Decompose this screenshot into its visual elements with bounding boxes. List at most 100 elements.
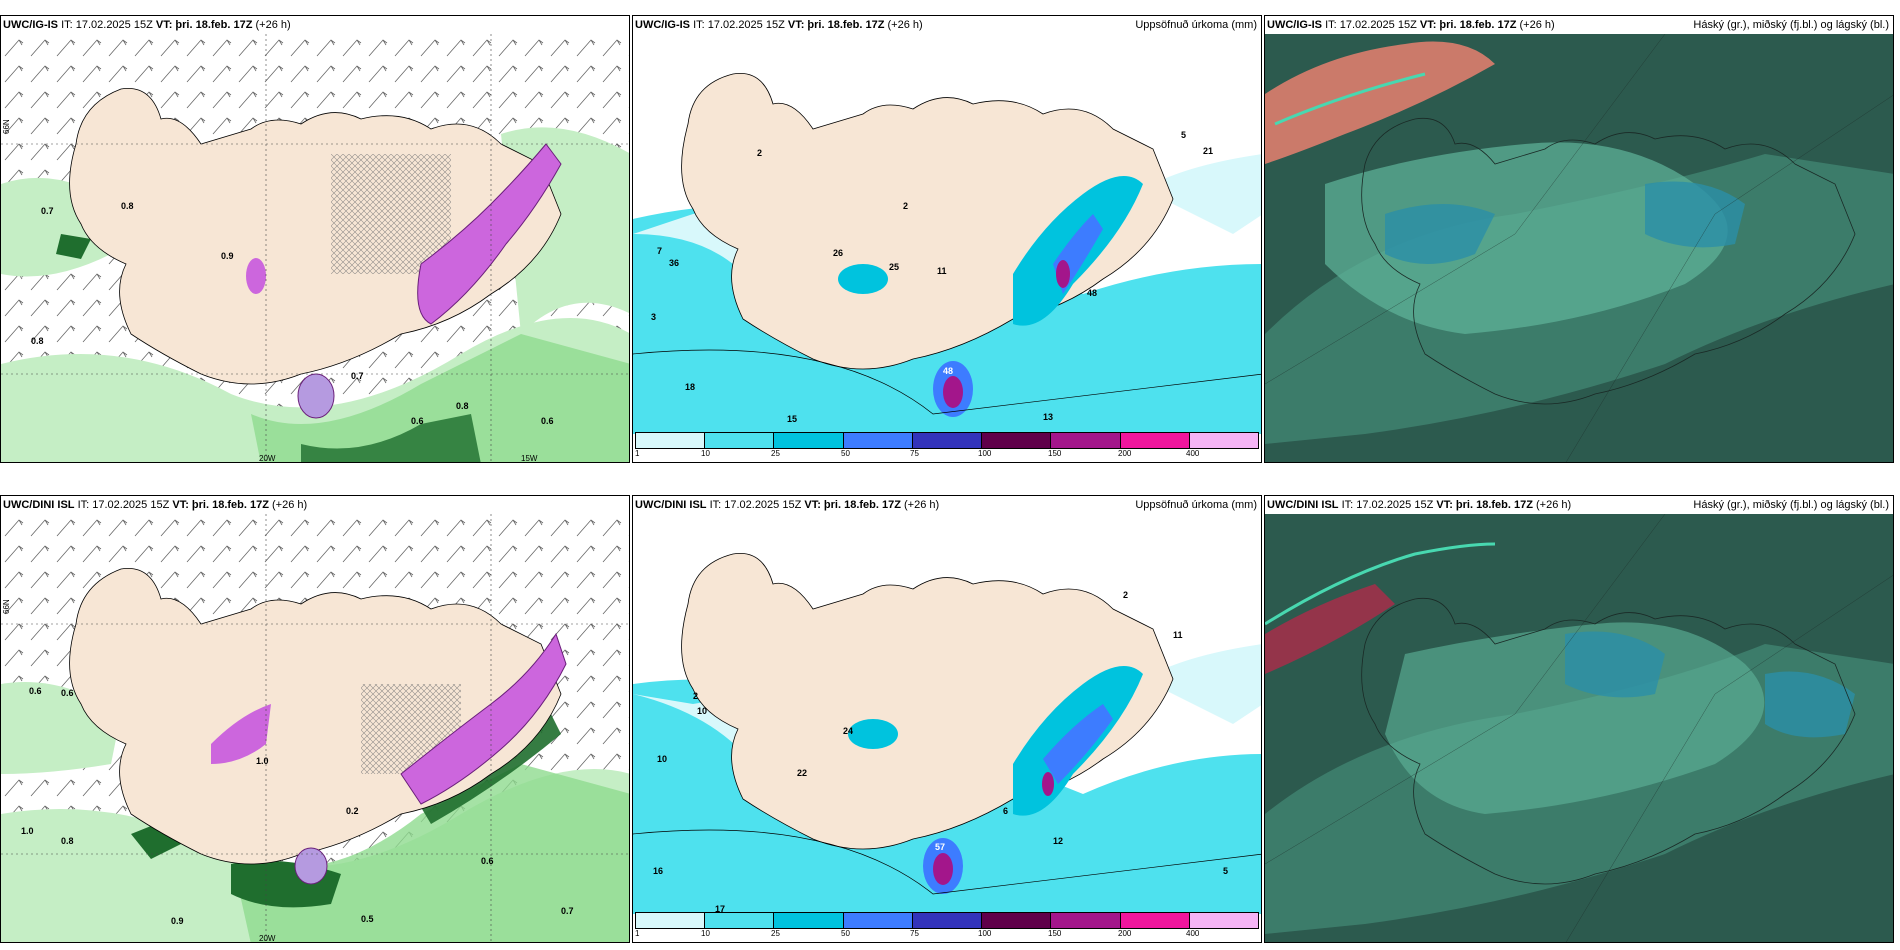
wind-value: 1.0 [21,826,34,836]
cloud-map [1265,34,1893,462]
precip-legend: 1 10 25 50 75 100 150 200 400 [635,912,1259,940]
iceland-outline [1361,597,1856,885]
wind-value: 0.5 [361,914,374,924]
precip-value: 36 [669,258,679,268]
legend-swatch [1051,913,1121,928]
precip-value: 10 [657,754,667,764]
wind-value: 0.8 [61,836,74,846]
precip-value: 2 [693,691,698,701]
panel-precip-igis: UWC/IG-IS IT: 17.02.2025 15Z VT: þri. 18… [632,15,1262,463]
legend-tick: 400 [1186,449,1200,458]
precip-value: 17 [715,904,725,914]
panel-wind-igis: UWC/IG-IS IT: 17.02.2025 15Z VT: þri. 18… [0,15,630,463]
legend-tick: 200 [1118,449,1132,458]
init-time: IT: 17.02.2025 15Z [77,499,170,511]
wind-value: 0.7 [351,371,364,381]
init-time: IT: 17.02.2025 15Z [61,19,153,31]
model-label: UWC/DINI ISL [3,499,75,511]
panel-title-right: Uppsöfnuð úrkoma (mm) [1135,499,1257,511]
legend-tick: 1 [635,929,640,938]
cloud-map [1265,514,1893,942]
valid-time: VT: þri. 18.feb. 17Z [804,499,901,511]
legend-swatch [774,913,844,928]
lead-time: (+26 h) [887,19,923,31]
precip-map: 2 10 10 16 17 57 33 24 22 6 12 11 5 2 [633,514,1261,942]
legend-ticks: 1 10 25 50 75 100 150 200 400 [635,449,1259,460]
wind-value: 0.6 [411,416,424,426]
legend-bar [635,432,1259,449]
lead-time: (+26 h) [904,499,940,511]
panel-precip-dini: UWC/DINI ISL IT: 17.02.2025 15Z VT: þri.… [632,495,1262,943]
panel-header: UWC/DINI ISL IT: 17.02.2025 15Z VT: þri.… [1265,496,1893,514]
wind-precip-map: 0.7 0.8 0.8 0.7 0.6 0.6 0.9 0.8 66N 20W … [1,34,629,463]
model-label: UWC/DINI ISL [1267,499,1339,511]
legend-tick: 100 [978,449,992,458]
legend-tick: 100 [978,929,992,938]
wind-value: 0.9 [221,251,234,261]
legend-tick: 150 [1048,929,1062,938]
axis-lat-label: 66N [2,119,11,134]
init-time: IT: 17.02.2025 15Z [1325,19,1417,31]
legend-swatch [705,433,775,448]
legend-tick: 150 [1048,449,1062,458]
lead-time: (+26 h) [272,499,308,511]
wind-value: 0.6 [481,856,494,866]
legend-swatch [636,913,706,928]
legend-tick: 400 [1186,929,1200,938]
legend-swatch [1189,913,1258,928]
precip-value: 26 [833,248,843,258]
wind-value: 0.8 [121,201,134,211]
init-time: IT: 17.02.2025 15Z [1341,499,1434,511]
legend-swatch [982,433,1052,448]
axis-lon-label: 20W [259,454,276,463]
model-label: UWC/IG-IS [3,19,58,31]
legend-swatch [912,433,983,448]
panel-header: UWC/IG-IS IT: 17.02.2025 15Z VT: þri. 18… [633,16,1261,34]
precip-legend: 1 10 25 50 75 100 150 200 400 [635,432,1259,460]
precip-value: 7 [657,246,662,256]
panel-header: UWC/DINI ISL IT: 17.02.2025 15Z VT: þri.… [633,496,1261,514]
precip-map: 2 7 36 3 18 15 48 48 5 13 21 5 2 25 26 1… [633,34,1261,462]
precip-value: 57 [935,842,945,852]
wind-value: 0.6 [61,688,74,698]
panel-title-right: Uppsöfnuð úrkoma (mm) [1135,19,1257,31]
precip-value: 24 [843,726,853,736]
lead-time: (+26 h) [1536,499,1572,511]
precip-value: 12 [1053,836,1063,846]
wind-value: 0.6 [29,686,42,696]
precip-value: 2 [903,201,908,211]
precip-value: 2 [757,148,762,158]
legend-swatch [843,433,913,448]
model-label: UWC/IG-IS [1267,19,1322,31]
legend-swatch [1120,913,1190,928]
legend-tick: 1 [635,449,640,458]
precip-value: 48 [943,366,953,376]
legend-tick: 25 [771,929,780,938]
precip-value: 10 [697,706,707,716]
wind-value: 0.8 [456,401,469,411]
precip-value: 21 [1203,146,1213,156]
axis-lon-label: 20W [259,934,276,943]
legend-swatch [705,913,775,928]
legend-swatch [1120,433,1190,448]
model-label: UWC/DINI ISL [635,499,707,511]
lead-time: (+26 h) [1519,19,1555,31]
panel-title-right: Háský (gr.), miðský (fj.bl.) og lágský (… [1693,499,1889,511]
legend-tick: 25 [771,449,780,458]
model-label: UWC/IG-IS [635,19,690,31]
legend-bar [635,912,1259,929]
init-time: IT: 17.02.2025 15Z [693,19,785,31]
lead-time: (+26 h) [255,19,291,31]
axis-lat-label: 66N [2,599,11,614]
precip-value: 5 [1181,130,1186,140]
wind-value: 0.9 [171,916,184,926]
legend-tick: 50 [841,449,850,458]
iceland-outline [1361,117,1856,405]
valid-time: VT: þri. 18.feb. 17Z [787,19,885,31]
precip-value: 5 [1223,866,1228,876]
legend-tick: 200 [1118,929,1132,938]
legend-tick: 75 [910,449,919,458]
init-time: IT: 17.02.2025 15Z [709,499,802,511]
legend-swatch [636,433,706,448]
panel-title-right: Háský (gr.), miðský (fj.bl.) og lágský (… [1693,19,1889,31]
